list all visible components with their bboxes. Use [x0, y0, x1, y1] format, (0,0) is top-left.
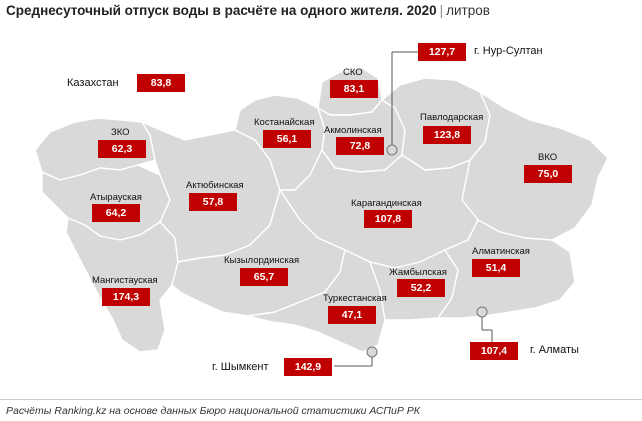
kostanay-value: 56,1 [263, 130, 311, 148]
vko-value: 75,0 [524, 165, 572, 183]
aktobe-value: 57,8 [189, 193, 237, 211]
zko-value: 62,3 [98, 140, 146, 158]
turkestan-value: 47,1 [328, 306, 376, 324]
akmola-value: 72,8 [336, 137, 384, 155]
atyrau-value: 64,2 [92, 204, 140, 222]
region-mangystau [65, 217, 179, 353]
zhambyl-label: Жамбылская [389, 267, 447, 278]
shymkent-pin [366, 346, 378, 358]
shymkent-value: 142,9 [284, 358, 332, 376]
pavlodar-label: Павлодарская [420, 112, 484, 123]
vko-label: ВКО [538, 152, 558, 163]
zko-label: ЗКО [111, 127, 130, 138]
almaty-pin [476, 306, 488, 318]
nur-sultan-pin [386, 144, 398, 156]
pavlodar-value: 123,8 [423, 126, 471, 144]
sko-label: СКО [343, 67, 363, 78]
almaty-region-label: Алматинская [472, 246, 530, 257]
zhambyl-value: 52,2 [397, 279, 445, 297]
aktobe-label: Актюбинская [186, 180, 244, 191]
footer-divider [0, 399, 642, 400]
shymkent-label: г. Шымкент [212, 361, 269, 373]
mangystau-label: Мангистауская [92, 275, 158, 286]
kostanay-label: Костанайская [254, 117, 315, 128]
almaty-city-value: 107,4 [470, 342, 518, 360]
kyzylorda-label: Кызылординская [224, 255, 300, 266]
akmola-label: Акмолинская [324, 125, 382, 136]
title-main: Среднесуточный отпуск воды в расчёте на … [6, 3, 437, 18]
sko-value: 83,1 [330, 80, 378, 98]
almaty-region-value: 51,4 [472, 259, 520, 277]
mangystau-value: 174,3 [102, 288, 150, 306]
country-label: Казахстан [67, 77, 119, 89]
karaganda-value: 107,8 [364, 210, 412, 228]
karaganda-label: Карагандинская [351, 198, 422, 209]
nur-sultan-label: г. Нур-Султан [474, 45, 543, 57]
country-value: 83,8 [137, 74, 185, 92]
turkestan-label: Туркестанская [323, 293, 387, 304]
kyzylorda-value: 65,7 [240, 268, 288, 286]
atyrau-label: Атырауская [90, 192, 142, 203]
almaty-city-label: г. Алматы [530, 344, 579, 356]
chart-title: Среднесуточный отпуск воды в расчёте на … [6, 3, 490, 18]
source-note: Расчёты Ranking.kz на основе данных Бюро… [6, 405, 420, 417]
nur-sultan-value: 127,7 [418, 43, 466, 61]
title-separator: | [439, 3, 444, 18]
title-unit: литров [446, 3, 490, 18]
